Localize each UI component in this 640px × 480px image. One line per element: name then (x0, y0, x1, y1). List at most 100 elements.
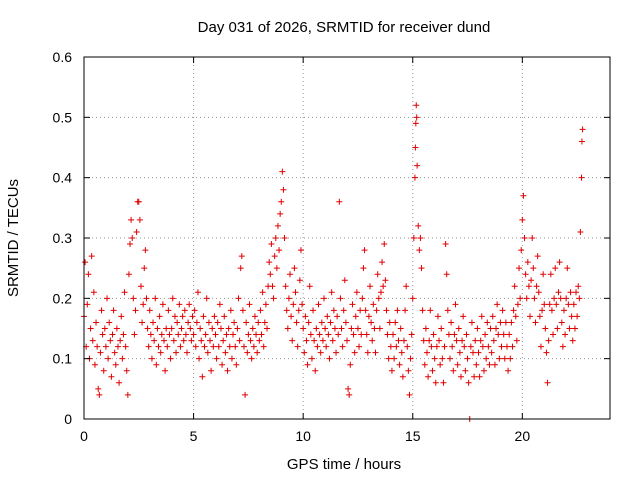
data-point (160, 337, 167, 344)
data-point (318, 319, 325, 326)
data-point (404, 343, 411, 350)
data-point (107, 337, 114, 344)
data-point (479, 343, 486, 350)
data-point (118, 313, 125, 320)
data-point (451, 331, 458, 338)
data-point (192, 343, 199, 350)
data-point (184, 349, 191, 356)
data-point (295, 307, 302, 314)
data-point (544, 379, 551, 386)
data-point (542, 325, 549, 332)
data-point (545, 337, 552, 344)
data-point (312, 367, 319, 374)
data-point (91, 361, 98, 368)
data-point (477, 337, 484, 344)
data-point (104, 295, 111, 302)
data-point (297, 247, 304, 254)
data-point (425, 373, 432, 380)
data-point (394, 307, 401, 314)
data-point (336, 198, 343, 205)
data-point (433, 343, 440, 350)
data-point (345, 385, 352, 392)
data-point (560, 307, 567, 314)
data-point (325, 331, 332, 338)
data-point (508, 319, 515, 326)
data-point (302, 313, 309, 320)
data-point (280, 186, 287, 193)
data-point (540, 271, 547, 278)
data-point (274, 222, 281, 229)
data-point (415, 222, 422, 229)
data-point (368, 319, 375, 326)
data-point (247, 337, 254, 344)
data-point (278, 198, 285, 205)
data-point (372, 349, 379, 356)
data-point (556, 259, 563, 266)
data-point (219, 361, 226, 368)
chart-title: Day 031 of 2026, SRMTID for receiver dun… (198, 19, 491, 36)
data-point (494, 301, 501, 308)
data-point (569, 337, 576, 344)
data-point (120, 331, 127, 338)
data-point (234, 325, 241, 332)
data-point (243, 319, 250, 326)
data-point (370, 301, 377, 308)
data-point (471, 373, 478, 380)
data-point (255, 319, 262, 326)
data-point (200, 313, 207, 320)
data-point (94, 343, 101, 350)
data-point (506, 331, 513, 338)
data-point (196, 355, 203, 362)
data-point (516, 265, 523, 272)
data-point (521, 235, 528, 241)
data-point (450, 367, 457, 374)
data-point (171, 313, 178, 320)
data-point (360, 265, 367, 272)
data-point (328, 289, 335, 296)
data-point (574, 313, 581, 320)
data-point (99, 331, 106, 338)
data-point (465, 379, 472, 386)
data-point (507, 355, 514, 362)
data-point (281, 235, 288, 241)
x-tick-label: 20 (515, 428, 531, 444)
data-point (326, 355, 333, 362)
x-tick-label: 0 (80, 428, 88, 444)
data-point (351, 349, 358, 356)
data-point (342, 319, 349, 326)
data-point (97, 349, 104, 356)
data-point (244, 349, 251, 356)
data-points (81, 102, 586, 422)
data-point (519, 216, 526, 223)
data-point (453, 337, 460, 344)
data-point (406, 391, 413, 398)
data-point (437, 361, 444, 368)
data-point (164, 343, 171, 350)
data-point (444, 307, 451, 314)
data-point (225, 325, 232, 332)
data-point (249, 325, 256, 332)
data-point (162, 367, 169, 374)
data-point (546, 301, 553, 308)
data-point (150, 319, 157, 326)
data-point (113, 325, 120, 332)
data-point (106, 319, 113, 326)
data-point (457, 373, 464, 380)
data-point (535, 289, 542, 296)
data-point (398, 349, 405, 356)
data-point (272, 235, 279, 241)
data-point (185, 319, 192, 326)
data-point (459, 337, 466, 344)
data-point (452, 301, 459, 308)
data-point (364, 349, 371, 356)
data-point (152, 295, 159, 302)
x-axis-ticks: 0 5 10 15 20 (80, 57, 530, 444)
data-point (84, 301, 91, 308)
data-point (220, 337, 227, 344)
data-point (570, 301, 577, 308)
data-point (568, 313, 575, 320)
data-point (324, 313, 331, 320)
data-point (248, 355, 255, 362)
data-point (127, 241, 134, 248)
data-point (460, 313, 467, 320)
